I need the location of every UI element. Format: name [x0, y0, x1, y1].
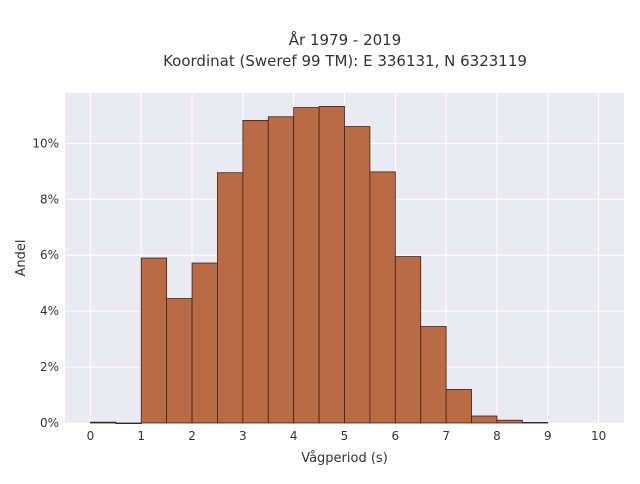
x-tick-label: 1 [137, 429, 145, 443]
x-tick-label: 4 [290, 429, 298, 443]
histogram-bar [318, 106, 345, 424]
histogram-bar [293, 107, 320, 424]
histogram-bar [90, 421, 117, 424]
x-tick-label: 5 [341, 429, 349, 443]
histogram-bar [166, 298, 193, 424]
y-tick-label: 0% [40, 416, 59, 430]
x-tick-label: 8 [493, 429, 501, 443]
x-axis-ticks: 0 1 2 3 4 5 6 7 8 9 10 [87, 429, 607, 443]
y-tick-label: 10% [32, 136, 59, 150]
y-tick-label: 4% [40, 304, 59, 318]
chart-subtitle: Koordinat (Sweref 99 TM): E 336131, N 63… [163, 52, 527, 70]
histogram-bar [445, 389, 472, 424]
histogram-bar [140, 257, 168, 424]
histogram-bar [471, 415, 498, 424]
chart-title: År 1979 - 2019 [289, 30, 402, 49]
histogram-bar [394, 256, 422, 424]
x-tick-label: 3 [239, 429, 247, 443]
histogram-bar [191, 262, 218, 424]
y-tick-label: 8% [40, 192, 59, 206]
histogram-bar [217, 172, 244, 424]
x-tick-label: 7 [442, 429, 450, 443]
x-tick-label: 9 [544, 429, 552, 443]
x-tick-label: 0 [87, 429, 95, 443]
y-tick-label: 2% [40, 360, 59, 374]
histogram-bar [344, 126, 371, 424]
x-axis-label: Vågperiod (s) [301, 451, 388, 466]
x-tick-label: 2 [188, 429, 196, 443]
histogram-bar [267, 116, 295, 424]
histogram-bar [521, 422, 549, 424]
x-tick-label: 6 [391, 429, 399, 443]
histogram-bar [115, 422, 142, 425]
histogram-bar [242, 120, 269, 424]
histogram-bar [369, 171, 396, 424]
histogram-bar [496, 419, 523, 424]
histogram-bar [420, 326, 447, 424]
y-tick-label: 6% [40, 248, 59, 262]
y-axis-ticks: 0% 2% 4% 6% 8% 10% [32, 136, 59, 430]
y-axis-label: Andel [14, 240, 29, 277]
x-tick-label: 10 [591, 429, 606, 443]
histogram-bars [90, 106, 549, 425]
